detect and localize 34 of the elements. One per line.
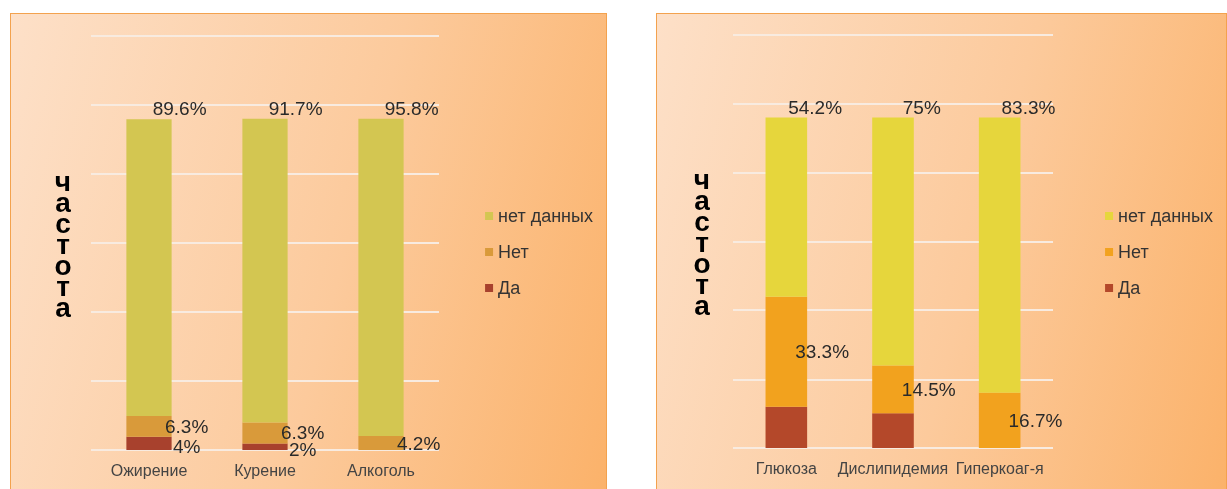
- x-tick-label: Глюкоза: [755, 459, 818, 477]
- x-tick-label: Алкоголь: [347, 461, 415, 479]
- data-label: 95.8%: [384, 97, 439, 119]
- legend-label: Нет: [498, 242, 529, 262]
- legend-label: Нет: [1118, 242, 1149, 262]
- data-label: 4%: [172, 435, 201, 457]
- bar: [872, 117, 914, 366]
- data-label: 54.2%: [788, 96, 843, 118]
- x-tick-label: Ожирение: [110, 461, 188, 479]
- bar: [765, 117, 808, 297]
- data-label: 91.7%: [268, 97, 323, 119]
- data-label: 6.3%: [164, 415, 209, 437]
- y-axis-title: частота: [692, 164, 712, 321]
- y-axis-title: частота: [53, 165, 73, 323]
- bar: [242, 443, 288, 450]
- data-label: 4.2%: [396, 432, 441, 454]
- x-tick-label: Дислипидемия: [837, 459, 949, 477]
- data-label: 83.3%: [1001, 96, 1056, 118]
- legend-label: Да: [1118, 278, 1142, 298]
- bar: [126, 436, 172, 450]
- bar: [978, 117, 1021, 393]
- data-label: 16.7%: [1008, 409, 1063, 431]
- data-label: 75%: [902, 96, 941, 118]
- bar: [765, 406, 808, 448]
- legend-label: нет данных: [1118, 206, 1214, 226]
- bar: [872, 413, 914, 448]
- x-tick-label: Гиперкоаг-я: [955, 459, 1044, 477]
- bar: [242, 118, 288, 423]
- data-label: 89.6%: [152, 98, 207, 120]
- legend-label: нет данных: [498, 206, 594, 226]
- bar: [358, 118, 404, 437]
- bar: [126, 119, 172, 416]
- x-tick-label: Курение: [234, 461, 296, 479]
- legend-label: Да: [498, 278, 522, 298]
